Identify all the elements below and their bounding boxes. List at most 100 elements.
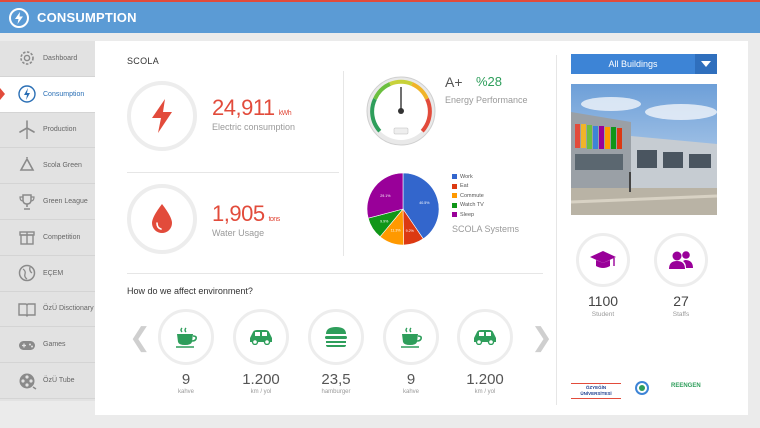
systems-pie-chart: 40.5% 9.2% 11.3% 9.9% 29.1% (366, 172, 440, 246)
environment-item[interactable]: 1.200 km / yol (457, 309, 513, 395)
pie-slice-work (402, 172, 440, 240)
env-circle (233, 309, 289, 365)
student-label: Student (591, 311, 615, 318)
sidebar-item-label: Production (43, 126, 77, 134)
water-value: 1,905 tons (212, 201, 280, 227)
env-value: 9 (406, 371, 416, 388)
legend-item: Work (452, 172, 484, 182)
app-header: CONSUMPTION (0, 0, 760, 33)
energy-gauge (366, 76, 436, 146)
energy-grade: A+ (445, 74, 463, 90)
env-unit: hamburger (321, 389, 351, 395)
electric-unit: kWh (278, 110, 292, 117)
environment-item[interactable]: 1.200 km / yol (233, 309, 289, 395)
ozyegin-logo: ÖZYEĞİN ÜNİVERSİTESİ (571, 383, 621, 399)
hamburger-icon (325, 327, 347, 347)
legend-label: Commute (460, 192, 484, 199)
people-icon (669, 251, 693, 269)
legend-label: Watch TV (460, 202, 484, 209)
environment-item[interactable]: 9 kahve (158, 309, 214, 395)
environment-title: How do we affect environment? (127, 286, 253, 296)
carousel-prev-button[interactable]: ❮ (129, 323, 151, 353)
staff-label: Staffs (672, 311, 690, 318)
building-select[interactable]: All Buildings (571, 54, 717, 74)
sidebar-item-ozu-tube[interactable]: ÖzÜ Tube (0, 363, 95, 399)
divider (343, 71, 344, 256)
car-icon (474, 330, 496, 345)
env-unit: kahve (402, 389, 419, 395)
divider (127, 273, 543, 274)
sidebar-item-dictionary[interactable]: ÖzÜ Disctionary (0, 292, 95, 328)
page-title: CONSUMPTION (37, 10, 137, 25)
sidebar-item-production[interactable]: Production (0, 113, 95, 149)
pie-legend: Work Eat Commute Watch TV Sleep (452, 172, 484, 220)
sidebar-item-label: ÖzÜ Tube (43, 377, 75, 385)
sidebar-item-green-league[interactable]: Green League (0, 184, 95, 220)
env-value: 23,5 (321, 371, 351, 388)
sidebar-item-competition[interactable]: Competition (0, 220, 95, 256)
legend-label: Work (460, 173, 473, 180)
legend-item: Eat (452, 182, 484, 192)
env-circle (158, 309, 214, 365)
reengen-logo: REENGEN (671, 383, 701, 389)
legend-item: Sleep (452, 210, 484, 220)
main-panel: SCOLA 24,911 kWh Electric consumption 1,9… (95, 41, 748, 415)
student-count: 1100 (587, 293, 619, 309)
legend-label: Eat (460, 183, 469, 190)
sidebar-item-label: ÖzÜ Disctionary (43, 305, 94, 313)
sidebar-item-consumption[interactable]: Consumption (0, 76, 95, 113)
water-label: Water Usage (212, 228, 265, 238)
legend-item: Watch TV (452, 201, 484, 211)
water-drop-icon (152, 204, 172, 233)
trophy-icon (16, 191, 38, 213)
electric-circle (127, 81, 197, 151)
environment-item[interactable]: 9 kahve (383, 309, 439, 395)
env-circle (457, 309, 513, 365)
sidebar-item-games[interactable]: Games (0, 327, 95, 364)
sidebar-item-ecem[interactable]: EÇEM (0, 256, 95, 292)
gamepad-icon (16, 334, 38, 356)
sidebar-item-label: EÇEM (43, 269, 64, 277)
sidebar-item-label: Games (43, 341, 66, 349)
car-icon (250, 330, 272, 345)
student-circle (576, 233, 630, 287)
lightning-bolt-icon (9, 7, 29, 28)
env-value: 1.200 (466, 371, 504, 388)
gift-icon (16, 226, 38, 248)
env-value: 1.200 (242, 371, 280, 388)
energy-performance-label: Energy Performance (445, 95, 528, 105)
section-title: SCOLA (127, 56, 160, 66)
wind-turbine-icon (16, 119, 38, 141)
staff-circle (654, 233, 708, 287)
env-unit: kahve (177, 389, 194, 395)
sidebar-item-label: Competition (43, 233, 81, 241)
partner-circle-logo (635, 381, 649, 395)
sidebar: Dashboard Consumption Production Scola G… (0, 41, 95, 401)
pie-value-label: 9.9% (380, 220, 389, 224)
water-circle (127, 184, 197, 254)
pie-value-label: 29.1% (380, 194, 391, 198)
sidebar-item-label: Consumption (43, 90, 85, 98)
recycle-icon (16, 155, 38, 177)
chevron-down-icon[interactable] (695, 54, 717, 74)
electric-number: 24,911 (212, 95, 275, 120)
sidebar-item-dashboard[interactable]: Dashboard (0, 41, 95, 77)
env-value: 9 (181, 371, 191, 388)
building-select-value: All Buildings (608, 59, 658, 69)
energy-percent: %28 (476, 74, 503, 89)
env-circle (308, 309, 364, 365)
carousel-next-button[interactable]: ❯ (531, 323, 553, 353)
legend-swatch (452, 212, 457, 218)
sidebar-item-scola-green[interactable]: Scola Green (0, 148, 95, 185)
environment-item[interactable]: 23,5 hamburger (308, 309, 364, 395)
globe-icon (16, 262, 38, 284)
water-number: 1,905 (212, 201, 265, 226)
water-unit: tons (268, 216, 281, 223)
graduation-cap-icon (590, 251, 616, 268)
legend-swatch (452, 174, 457, 180)
legend-item: Commute (452, 191, 484, 201)
staff-count: 27 (673, 293, 689, 309)
divider (127, 172, 339, 173)
divider (556, 55, 557, 405)
env-unit: km / yol (250, 389, 272, 395)
